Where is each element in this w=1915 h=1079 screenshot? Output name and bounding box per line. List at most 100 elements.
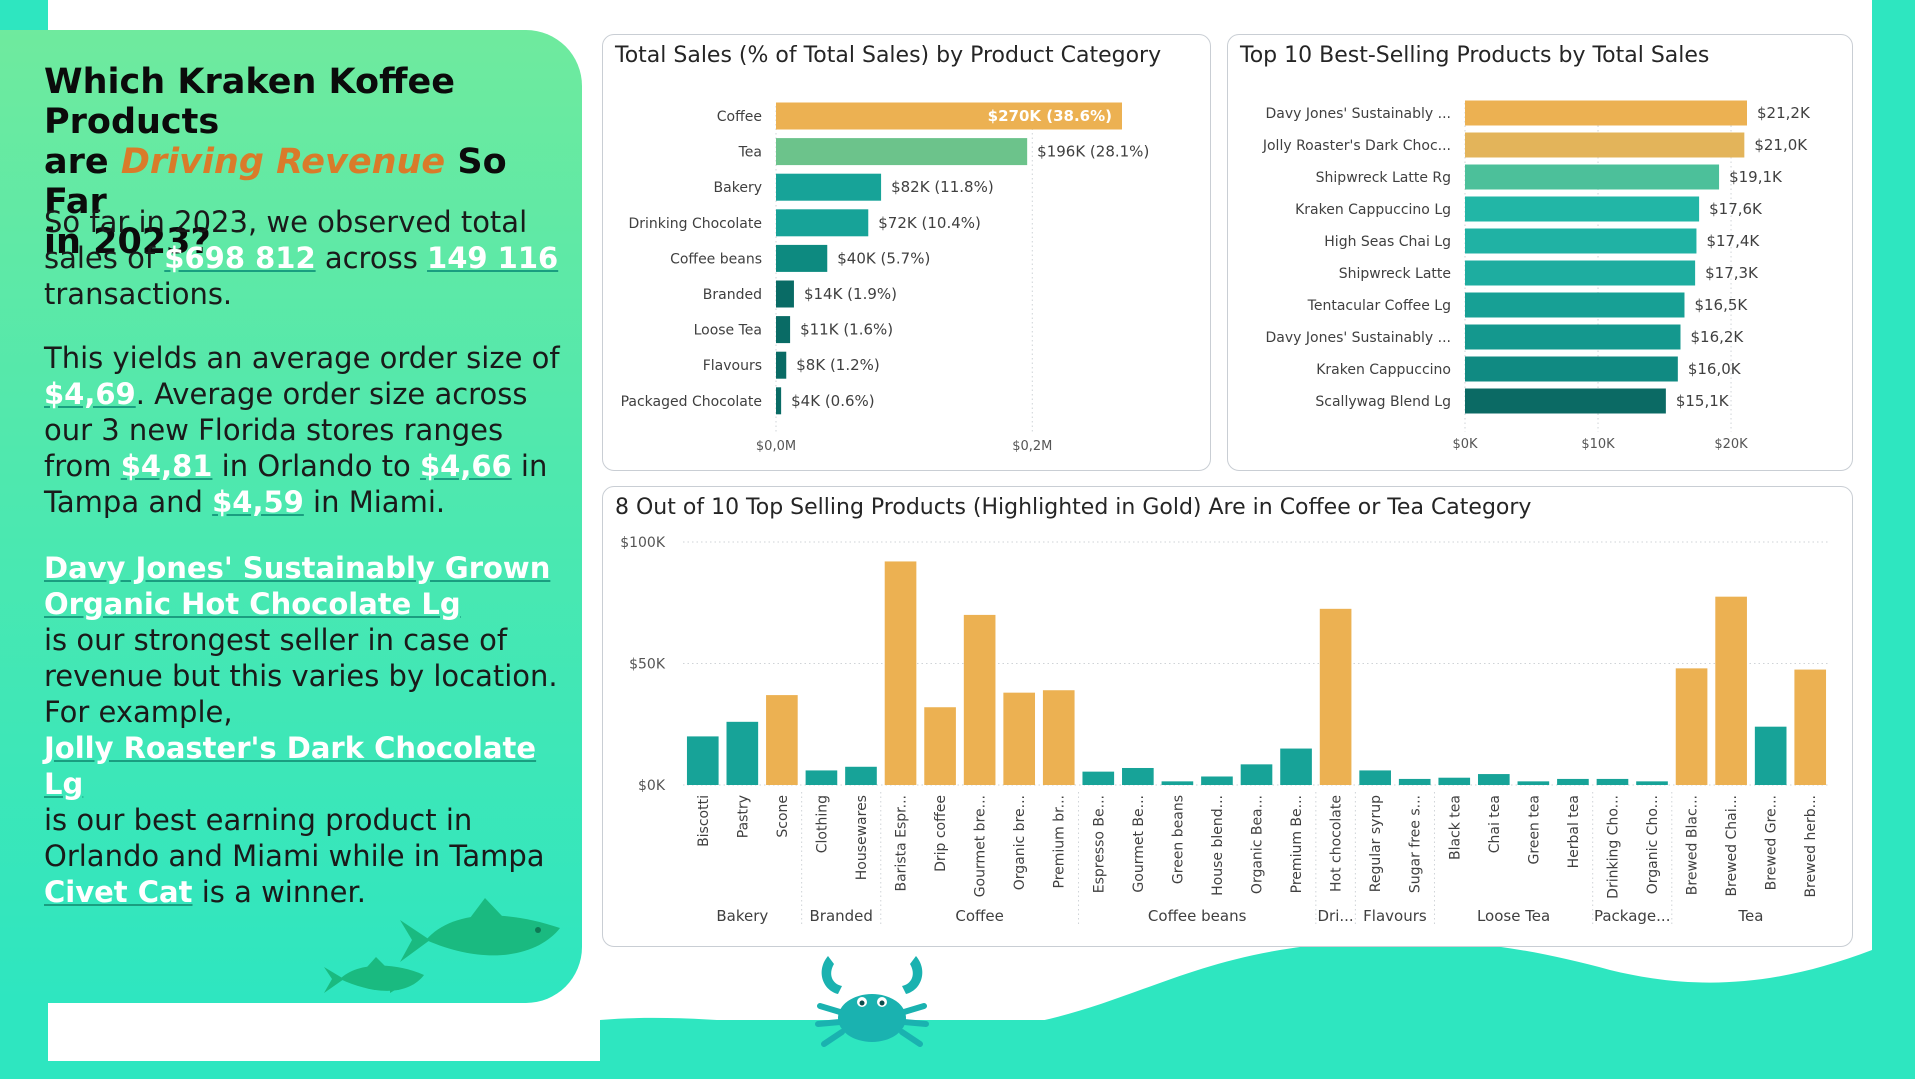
category-label: Branded — [703, 287, 762, 303]
data-label: $21,2K — [1757, 104, 1811, 122]
bar — [776, 280, 794, 308]
bar — [1596, 778, 1629, 785]
summary-text-c: transactions. — [44, 277, 233, 311]
category-label: High Seas Chai Lg — [1324, 234, 1451, 250]
x-tick-label: $20K — [1714, 437, 1748, 452]
data-label: $21,0K — [1754, 136, 1808, 154]
bar — [776, 102, 1122, 130]
category-sales-title: Total Sales (% of Total Sales) by Produc… — [615, 43, 1162, 68]
bar — [766, 695, 798, 785]
data-label: $16,0K — [1688, 360, 1742, 378]
group-label: Package... — [1594, 907, 1670, 925]
x-tick-label: Green beans — [1170, 795, 1186, 884]
tampa-product-link[interactable]: Civet Cat — [44, 875, 193, 909]
data-label: $19,1K — [1729, 168, 1783, 186]
x-tick-label: House blend... — [1210, 795, 1226, 896]
tampa-order-value: $4,66 — [419, 449, 512, 483]
product-text-b: is our best earning product in Orlando a… — [44, 803, 545, 873]
x-tick-label: Brewed Gre... — [1764, 795, 1780, 890]
summary-text-a: So far in 2023, we observed total sales … — [44, 205, 528, 275]
category-label: Tentacular Coffee Lg — [1307, 298, 1451, 314]
bar — [805, 770, 838, 785]
product-type-chart: $0K $50K $100K Biscotti Pastry Scone Clothing H… — [620, 535, 1830, 927]
x-tick-label: Biscotti — [696, 795, 712, 847]
sales-summary-paragraph: So far in 2023, we observed total sales … — [44, 204, 564, 312]
bar — [1465, 100, 1747, 126]
data-label: $17,6K — [1709, 200, 1763, 218]
x-tick-label: Housewares — [854, 795, 870, 880]
x-tick-label: Sugar free s... — [1408, 795, 1424, 893]
group-label: Flavours — [1363, 907, 1427, 925]
order-text-a: This yields an average order size of — [44, 341, 560, 375]
avg-order-value: $4,69 — [44, 377, 136, 411]
total-sales-value: $698 812 — [164, 241, 316, 275]
group-label: Coffee — [955, 907, 1003, 925]
category-label: Bakery — [714, 180, 762, 196]
bar — [1280, 748, 1312, 785]
story-card — [0, 30, 582, 1003]
product-text-c: is a winner. — [192, 875, 366, 909]
transactions-value: 149 116 — [427, 241, 559, 275]
category-label: Scallywag Blend Lg — [1315, 394, 1451, 410]
category-sales-chart: $0,0M $0,2M Coffee $270K (38.6%) Tea $196K (2… — [621, 102, 1149, 454]
bar — [1465, 356, 1678, 382]
bar — [1438, 777, 1471, 785]
sea-wave — [600, 939, 1915, 1079]
bar — [1465, 196, 1700, 222]
data-label: $16,2K — [1690, 328, 1744, 346]
data-label: $17,3K — [1705, 264, 1759, 282]
headline-part2: are — [44, 142, 121, 182]
order-text-c: in Orlando to — [212, 449, 420, 483]
x-tick-label: Green tea — [1526, 795, 1542, 865]
x-tick-label: $10K — [1581, 437, 1615, 452]
order-size-paragraph: This yields an average order size of $4,… — [44, 340, 564, 520]
summary-text-b: across — [315, 241, 428, 275]
group-label: Loose Tea — [1477, 907, 1550, 925]
x-tick-label: Black tea — [1447, 795, 1463, 860]
data-label: $196K (28.1%) — [1037, 143, 1149, 161]
bar — [1675, 668, 1708, 785]
bar — [1161, 781, 1194, 785]
x-tick-label: Organic Bea... — [1250, 795, 1266, 894]
bar — [1715, 596, 1747, 785]
order-text-d: in Tampa and — [44, 449, 548, 519]
bar — [1201, 776, 1233, 785]
bar — [1122, 767, 1154, 785]
x-tick-label: Brewed Chai... — [1724, 795, 1740, 897]
data-label: $8K (1.2%) — [796, 356, 880, 374]
data-label: $40K (5.7%) — [837, 249, 930, 267]
top-product-link[interactable]: Davy Jones' Sustainably Grown Organic Ho… — [44, 551, 551, 621]
x-tick-label: Chai tea — [1487, 795, 1503, 853]
bar — [1636, 781, 1668, 785]
x-tick-label: Organic Cho... — [1645, 795, 1661, 894]
x-tick-label: $0,0M — [756, 439, 796, 454]
bar — [686, 736, 719, 785]
data-label: $17,4K — [1706, 232, 1760, 250]
x-tick-label: Brewed Blac... — [1685, 795, 1701, 895]
bar — [1477, 774, 1510, 785]
order-text-b: . Average order size across our 3 new Fl… — [44, 377, 528, 483]
category-label: Jolly Roaster's Dark Choc... — [1262, 138, 1451, 154]
x-tick-label: Hot chocolate — [1329, 795, 1345, 892]
category-label: Coffee — [717, 109, 762, 125]
bar — [776, 173, 882, 201]
page-title: Which Kraken Koffee Products are Driving … — [44, 62, 564, 262]
bar — [1557, 778, 1589, 785]
data-label: $14K (1.9%) — [804, 285, 897, 303]
x-tick-label: Herbal tea — [1566, 795, 1582, 868]
category-label: Davy Jones' Sustainably ... — [1266, 106, 1451, 122]
orlando-miami-product-link[interactable]: Jolly Roaster's Dark Chocolate Lg — [44, 731, 537, 801]
y-tick-label: $0K — [638, 778, 666, 794]
data-label: $72K (10.4%) — [878, 214, 981, 232]
bar — [1754, 726, 1787, 785]
category-label: Davy Jones' Sustainably ... — [1266, 330, 1451, 346]
group-label: Bakery — [716, 907, 768, 925]
category-label: Kraken Cappuccino Lg — [1295, 202, 1451, 218]
category-label: Loose Tea — [694, 323, 762, 339]
top-product-paragraph: Davy Jones' Sustainably Grown Organic Ho… — [44, 550, 564, 910]
group-label: Coffee beans — [1148, 907, 1247, 925]
x-tick-label: Premium Be... — [1289, 795, 1305, 893]
bar — [1465, 132, 1745, 158]
bar — [845, 766, 877, 785]
crab-icon — [815, 956, 929, 1047]
